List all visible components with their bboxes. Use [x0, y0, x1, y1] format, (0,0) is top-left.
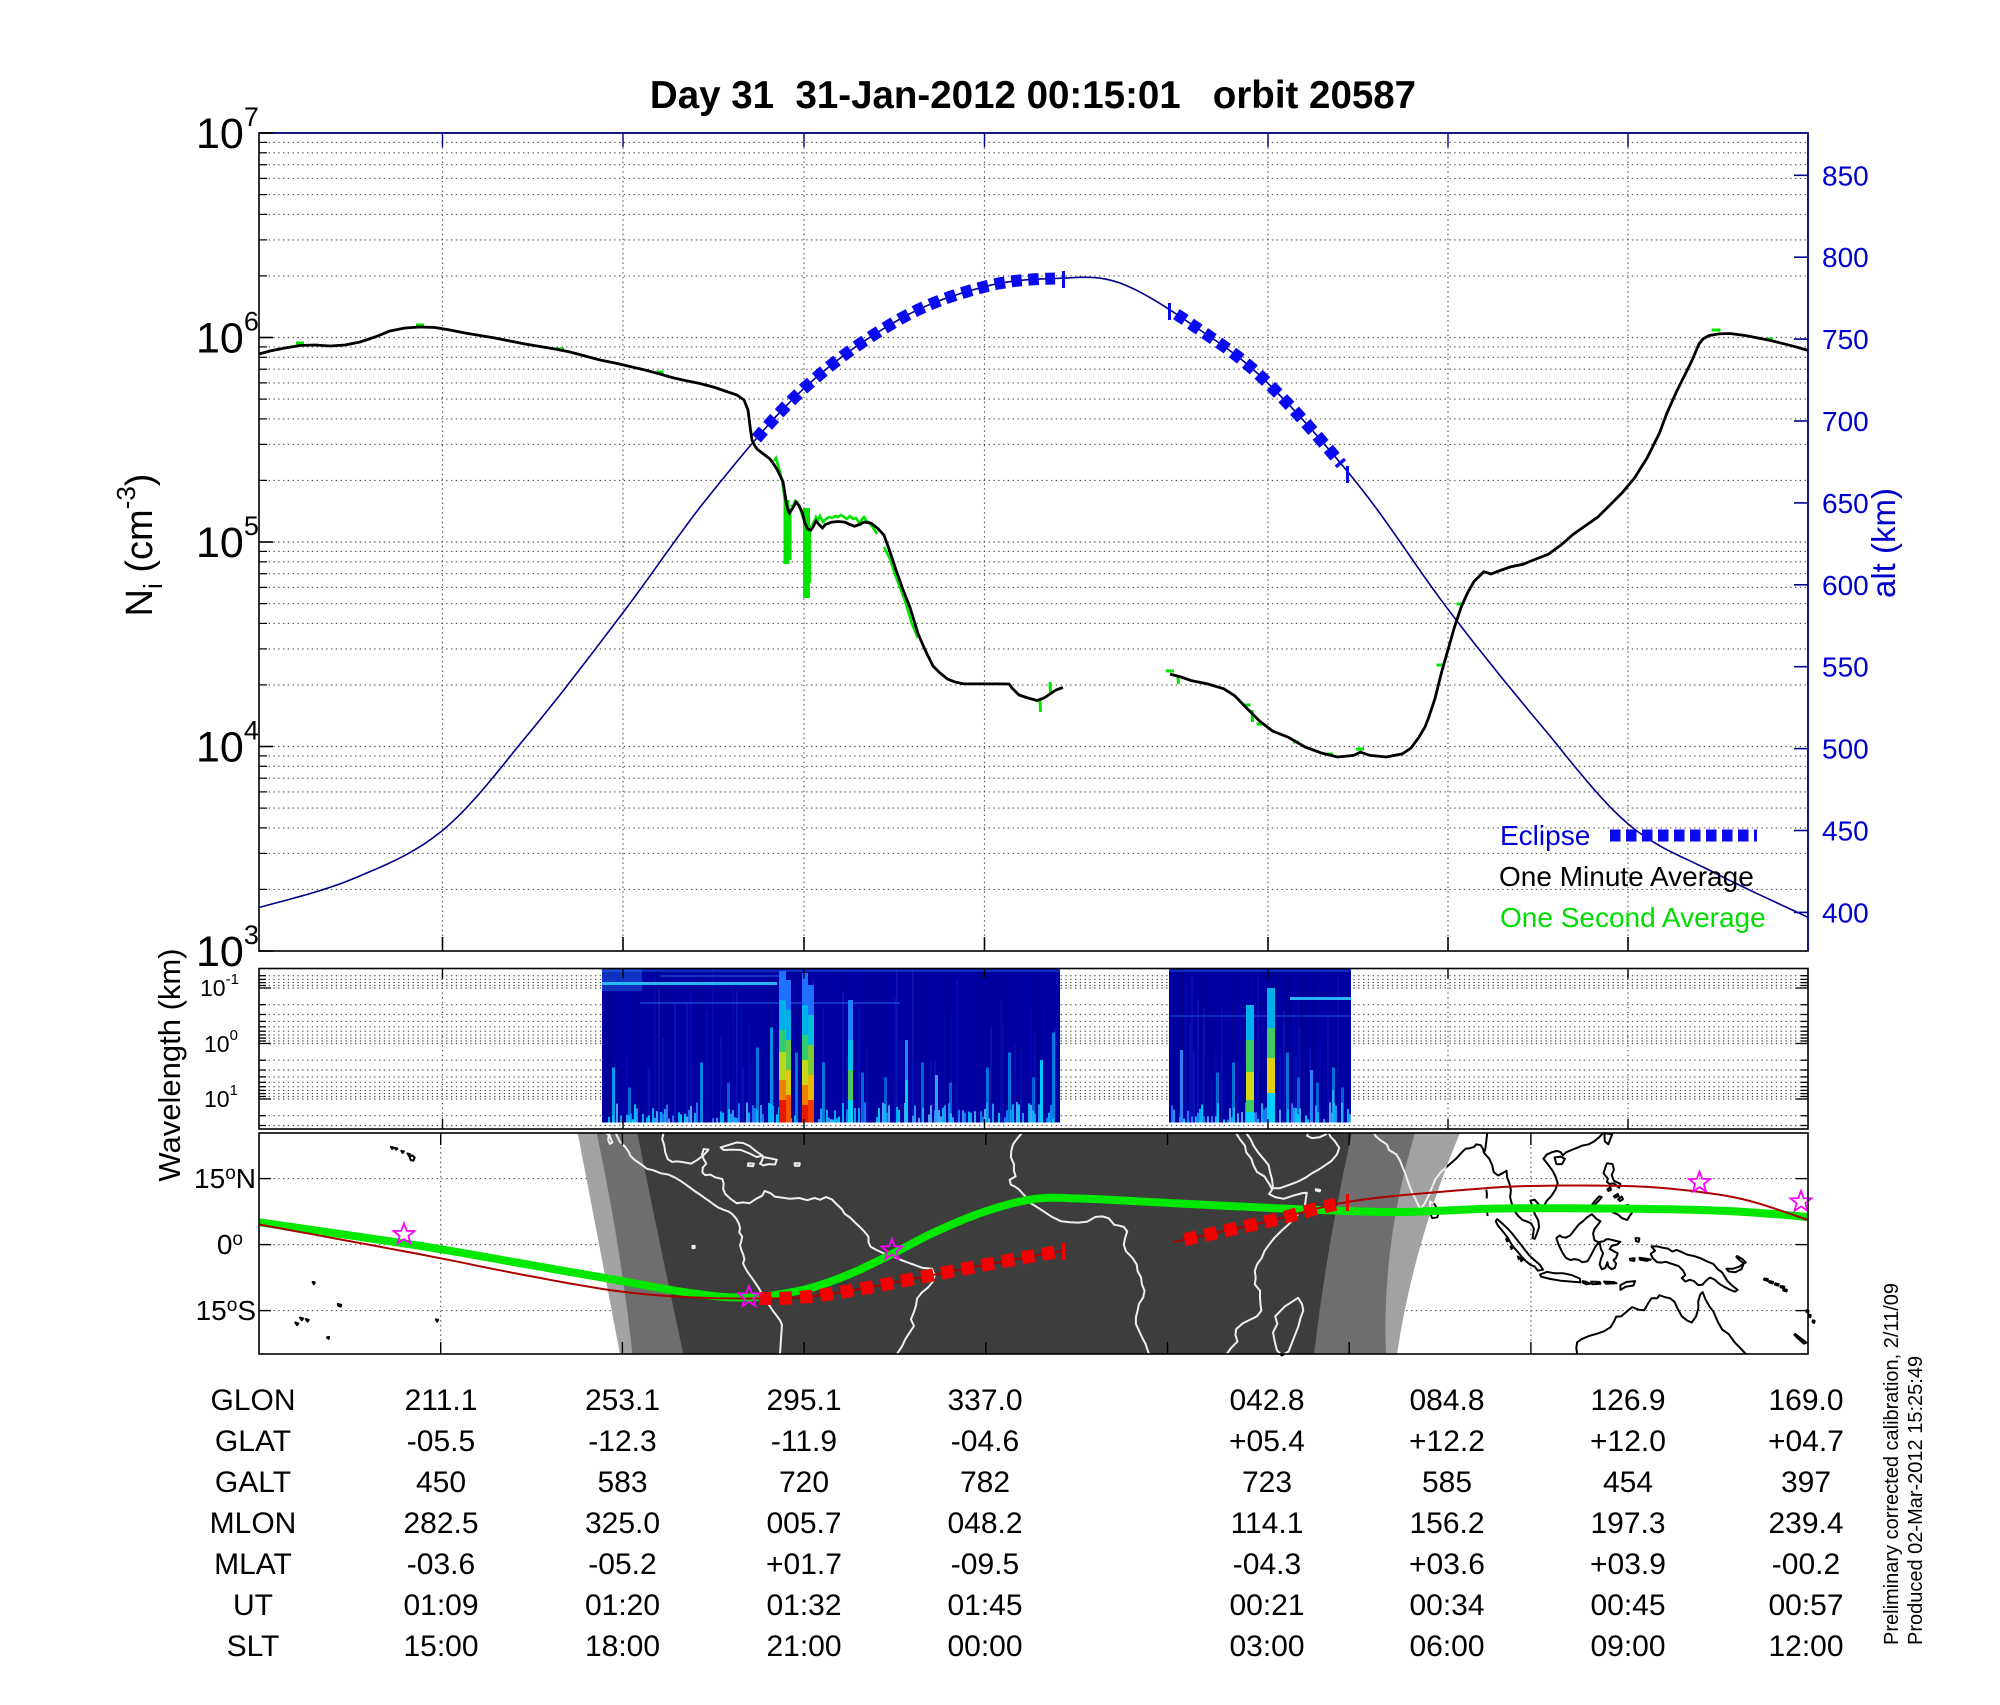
svg-text:211.1: 211.1 [405, 1384, 478, 1417]
svg-text:800: 800 [1822, 242, 1869, 273]
svg-text:-05.5: -05.5 [407, 1425, 475, 1458]
svg-text:-04.6: -04.6 [951, 1425, 1019, 1458]
svg-text:325.0: 325.0 [585, 1507, 660, 1540]
svg-text:454: 454 [1603, 1466, 1653, 1499]
svg-text:GLON: GLON [210, 1384, 295, 1417]
svg-text:21:00: 21:00 [766, 1630, 841, 1663]
svg-text:+12.2: +12.2 [1409, 1425, 1485, 1458]
svg-text:06:00: 06:00 [1409, 1630, 1484, 1663]
svg-text:282.5: 282.5 [403, 1507, 478, 1540]
svg-text:048.2: 048.2 [947, 1507, 1022, 1540]
svg-text:00:21: 00:21 [1229, 1589, 1304, 1622]
svg-text:03:00: 03:00 [1229, 1630, 1304, 1663]
svg-text:197.3: 197.3 [1590, 1507, 1665, 1540]
svg-text:00:00: 00:00 [947, 1630, 1022, 1663]
svg-text:+03.6: +03.6 [1409, 1548, 1485, 1581]
svg-text:GLAT: GLAT [215, 1425, 291, 1458]
svg-text:169.0: 169.0 [1768, 1384, 1843, 1417]
svg-text:MLAT: MLAT [214, 1548, 292, 1581]
svg-text:UT: UT [233, 1589, 273, 1622]
svg-text:09:00: 09:00 [1590, 1630, 1665, 1663]
svg-text:00:45: 00:45 [1590, 1589, 1665, 1622]
svg-text:084.8: 084.8 [1409, 1384, 1484, 1417]
svg-text:782: 782 [960, 1466, 1010, 1499]
svg-text:723: 723 [1242, 1466, 1292, 1499]
svg-text:Preliminary corrected calibrat: Preliminary corrected calibration, 2/11/… [1881, 1283, 1903, 1645]
svg-text:720: 720 [779, 1466, 829, 1499]
svg-text:-12.3: -12.3 [588, 1425, 656, 1458]
svg-text:850: 850 [1822, 160, 1869, 191]
svg-text:+03.9: +03.9 [1590, 1548, 1666, 1581]
svg-text:MLON: MLON [210, 1507, 297, 1540]
svg-text:00:57: 00:57 [1768, 1589, 1843, 1622]
svg-text:+12.0: +12.0 [1590, 1425, 1666, 1458]
svg-text:253.1: 253.1 [585, 1384, 660, 1417]
svg-text:114.1: 114.1 [1231, 1507, 1304, 1540]
svg-text:Wavelength (km): Wavelength (km) [152, 948, 187, 1181]
svg-text:104: 104 [196, 716, 259, 772]
svg-text:500: 500 [1822, 734, 1869, 765]
svg-text:01:32: 01:32 [766, 1589, 841, 1622]
svg-text:Day 31 31-Jan-2012 00:15:01: Day 31 31-Jan-2012 00:15:01 orbit 20587 [650, 74, 1416, 117]
svg-text:450: 450 [1822, 816, 1869, 847]
svg-text:+04.7: +04.7 [1768, 1425, 1844, 1458]
svg-text:700: 700 [1822, 406, 1869, 437]
svg-text:Eclipse: Eclipse [1500, 820, 1590, 851]
svg-text:One Minute Average: One Minute Average [1499, 861, 1754, 892]
svg-text:156.2: 156.2 [1409, 1507, 1484, 1540]
svg-text:126.9: 126.9 [1590, 1384, 1665, 1417]
svg-text:650: 650 [1822, 488, 1869, 519]
svg-text:337.0: 337.0 [947, 1384, 1022, 1417]
svg-text:15oS: 15oS [196, 1295, 256, 1326]
svg-text:alt (km): alt (km) [1865, 488, 1902, 598]
svg-text:295.1: 295.1 [766, 1384, 841, 1417]
svg-text:01:20: 01:20 [585, 1589, 660, 1622]
svg-text:01:09: 01:09 [403, 1589, 478, 1622]
svg-text:005.7: 005.7 [766, 1507, 841, 1540]
svg-text:18:00: 18:00 [585, 1630, 660, 1663]
svg-text:239.4: 239.4 [1768, 1507, 1843, 1540]
svg-text:550: 550 [1822, 652, 1869, 683]
svg-text:600: 600 [1822, 570, 1869, 601]
svg-text:12:00: 12:00 [1768, 1630, 1843, 1663]
svg-text:-11.9: -11.9 [771, 1425, 837, 1458]
svg-text:585: 585 [1422, 1466, 1472, 1499]
svg-text:00:34: 00:34 [1409, 1589, 1484, 1622]
svg-text:-05.2: -05.2 [588, 1548, 656, 1581]
svg-text:400: 400 [1822, 897, 1869, 928]
svg-text:450: 450 [416, 1466, 466, 1499]
svg-text:15oN: 15oN [194, 1163, 256, 1194]
svg-text:583: 583 [597, 1466, 647, 1499]
svg-text:+05.4: +05.4 [1229, 1425, 1305, 1458]
svg-text:-09.5: -09.5 [951, 1548, 1019, 1581]
svg-text:SLT: SLT [227, 1630, 280, 1663]
svg-text:-00.2: -00.2 [1772, 1548, 1840, 1581]
svg-text:GALT: GALT [215, 1466, 291, 1499]
svg-text:-03.6: -03.6 [407, 1548, 475, 1581]
svg-text:+01.7: +01.7 [766, 1548, 842, 1581]
svg-text:-04.3: -04.3 [1233, 1548, 1301, 1581]
svg-text:750: 750 [1822, 324, 1869, 355]
svg-text:01:45: 01:45 [947, 1589, 1022, 1622]
svg-text:397: 397 [1781, 1466, 1831, 1499]
svg-text:Produced 02-Mar-2012 15:25:49: Produced 02-Mar-2012 15:25:49 [1905, 1356, 1927, 1645]
svg-text:15:00: 15:00 [403, 1630, 478, 1663]
svg-text:042.8: 042.8 [1229, 1384, 1304, 1417]
svg-text:One Second Average: One Second Average [1500, 902, 1766, 933]
